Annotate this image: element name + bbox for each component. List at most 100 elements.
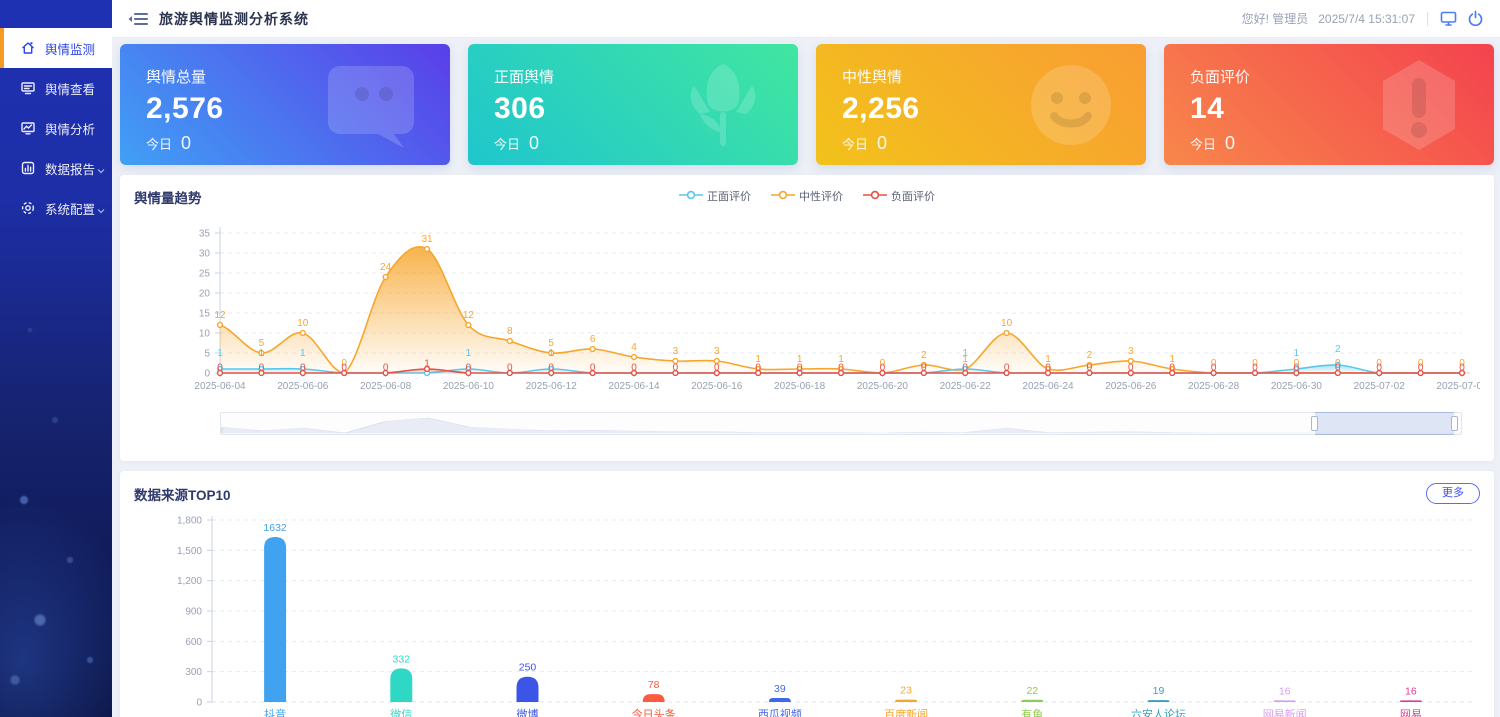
svg-text:微信: 微信 [390, 707, 412, 717]
bar-1[interactable] [264, 536, 287, 702]
svg-text:25: 25 [199, 269, 211, 280]
today-label: 今日 [494, 137, 521, 152]
bar-7[interactable] [1021, 699, 1044, 702]
stat-card-2[interactable]: 正面舆情 306 今日 0 [468, 44, 798, 165]
svg-text:600: 600 [185, 637, 202, 648]
stat-card-1[interactable]: 舆情总量 2,576 今日 0 [120, 44, 450, 165]
svg-text:1: 1 [1294, 348, 1300, 359]
svg-text:2025-07-02: 2025-07-02 [1354, 381, 1406, 392]
svg-text:2025-06-20: 2025-06-20 [857, 381, 909, 392]
bar-10[interactable] [1399, 700, 1422, 702]
svg-text:10: 10 [1001, 318, 1013, 329]
bar-4[interactable] [642, 694, 665, 702]
svg-text:百度新闻: 百度新闻 [884, 707, 928, 717]
sidebar-item-3[interactable]: 舆情分析 [0, 108, 112, 148]
svg-text:0: 0 [1418, 358, 1424, 369]
stat-card-title: 中性舆情 [842, 69, 903, 86]
today-value: 0 [877, 133, 888, 153]
stat-card-today: 今日 0 [494, 133, 798, 154]
svg-text:1: 1 [217, 348, 223, 359]
svg-text:1: 1 [1045, 354, 1051, 365]
svg-text:0: 0 [341, 363, 347, 374]
svg-text:0: 0 [673, 363, 679, 374]
svg-text:2: 2 [921, 350, 927, 361]
svg-text:1,500: 1,500 [177, 546, 202, 557]
logout-power-icon[interactable] [1467, 10, 1484, 27]
sidebar-item-4[interactable]: 数据报告 [0, 148, 112, 188]
svg-text:2025-06-28: 2025-06-28 [1188, 381, 1240, 392]
fullscreen-monitor-icon[interactable] [1440, 10, 1457, 27]
svg-text:0: 0 [1211, 358, 1217, 369]
svg-text:0: 0 [590, 363, 596, 374]
today-label: 今日 [146, 137, 173, 152]
svg-text:0: 0 [383, 363, 389, 374]
trend-panel: 舆情量趋势 正面评价 中性评价 负面评价 0 5 10 15 20 25 30 35 2025-06… [120, 175, 1494, 461]
stat-card-title: 正面舆情 [494, 69, 555, 86]
bar-8[interactable] [1147, 700, 1170, 702]
sidebar-item-label: 舆情分析 [45, 122, 96, 137]
svg-text:12: 12 [463, 310, 475, 321]
stat-cards-row: 舆情总量 2,576 今日 0 正面舆情 306 今日 0 中性舆情 2,256 今日 0 负面评价 14… [120, 44, 1494, 165]
svg-text:2025-06-18: 2025-06-18 [774, 381, 826, 392]
data-report-icon [20, 160, 36, 176]
legend-marker [771, 190, 795, 203]
bar-9[interactable] [1273, 700, 1296, 702]
svg-text:5: 5 [259, 338, 265, 349]
stat-card-value: 306 [494, 92, 546, 125]
stat-card-4[interactable]: 负面评价 14 今日 0 [1164, 44, 1494, 165]
svg-text:0: 0 [921, 363, 927, 374]
svg-text:0: 0 [880, 363, 886, 374]
more-button[interactable]: 更多 [1426, 483, 1480, 504]
sidebar-item-2[interactable]: 舆情查看 [0, 68, 112, 108]
datazoom-right-handle[interactable] [1450, 415, 1458, 431]
svg-text:0: 0 [300, 363, 306, 374]
svg-text:有鱼: 有鱼 [1021, 707, 1043, 717]
sidebar-item-1[interactable]: 舆情监测 [0, 28, 112, 68]
stat-card-value: 14 [1190, 92, 1225, 125]
datazoom-slider[interactable] [220, 412, 1462, 435]
stat-card-3[interactable]: 中性舆情 2,256 今日 0 [816, 44, 1146, 165]
bar-2[interactable] [390, 668, 413, 702]
source-panel-header: 数据来源TOP10 更多 [134, 483, 1480, 504]
svg-text:15: 15 [199, 309, 211, 320]
legend-item-1[interactable]: 正面评价 [679, 188, 751, 204]
svg-text:0: 0 [466, 363, 472, 374]
svg-text:微博: 微博 [517, 707, 539, 717]
sidebar: 舆情监测 舆情查看舆情分析数据报告 系统配置 [0, 0, 112, 717]
bar-6[interactable] [895, 699, 918, 702]
datazoom-window[interactable] [1310, 412, 1458, 435]
svg-text:0: 0 [631, 363, 637, 374]
svg-text:0: 0 [196, 698, 202, 709]
svg-text:0: 0 [880, 358, 886, 369]
stat-card-value: 2,576 [146, 92, 224, 125]
svg-text:2025-06-16: 2025-06-16 [691, 381, 743, 392]
bar-5[interactable] [768, 698, 791, 702]
legend-label: 中性评价 [799, 191, 843, 203]
svg-text:0: 0 [1376, 363, 1382, 374]
svg-text:西瓜视频: 西瓜视频 [758, 707, 802, 717]
sidebar-collapse-icon[interactable] [128, 11, 148, 27]
svg-text:0: 0 [1004, 363, 1010, 374]
svg-text:2025-06-24: 2025-06-24 [1022, 381, 1074, 392]
today-label: 今日 [1190, 137, 1217, 152]
svg-text:2025-06-04: 2025-06-04 [194, 381, 246, 392]
svg-text:1: 1 [424, 359, 430, 370]
svg-text:1: 1 [259, 348, 265, 359]
svg-text:3: 3 [714, 346, 720, 357]
legend-item-3[interactable]: 负面评价 [863, 188, 935, 204]
svg-text:332: 332 [393, 653, 411, 665]
divider [1427, 11, 1428, 26]
chevron-down-icon [97, 204, 105, 214]
monitor-view-icon [20, 80, 36, 96]
chevron-down-icon [97, 164, 105, 174]
datazoom-left-handle[interactable] [1310, 415, 1318, 431]
svg-text:0: 0 [1376, 358, 1382, 369]
trend-panel-title: 舆情量趋势 [134, 191, 202, 206]
legend-item-2[interactable]: 中性评价 [771, 188, 843, 204]
sidebar-item-5[interactable]: 系统配置 [0, 188, 112, 228]
bar-3[interactable] [516, 676, 539, 702]
svg-text:30: 30 [199, 249, 211, 260]
svg-text:六安人论坛: 六安人论坛 [1131, 707, 1186, 717]
svg-text:16: 16 [1279, 685, 1291, 697]
svg-text:0: 0 [1252, 363, 1258, 374]
